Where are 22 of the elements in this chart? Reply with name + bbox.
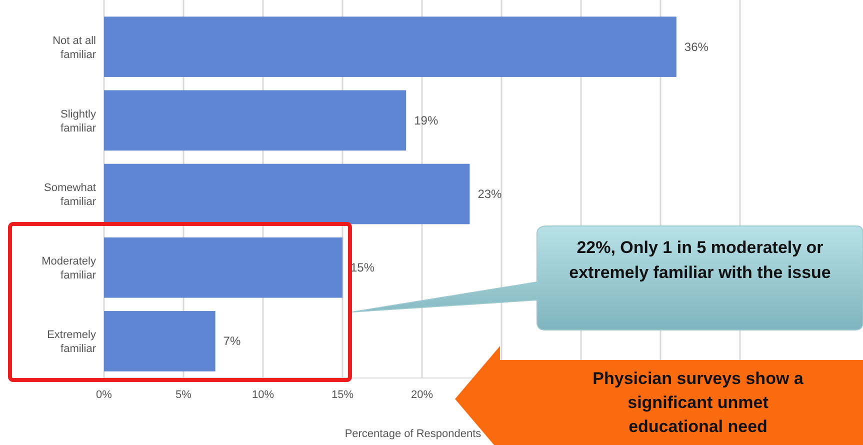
bar — [104, 311, 216, 372]
bar — [104, 90, 406, 151]
data-label: 23% — [478, 187, 502, 201]
data-label: 15% — [350, 260, 375, 275]
bar — [104, 237, 342, 298]
x-tick-label: 0% — [96, 388, 112, 401]
x-tick-label: 5% — [176, 388, 192, 401]
x-tick-label: 20% — [410, 388, 434, 401]
data-label: 36% — [684, 40, 709, 54]
annotation: Physician surveys show a significant unmet educational need — [592, 369, 804, 436]
data-label: 7% — [223, 334, 241, 348]
y-tick-label: Not at all familiar — [52, 34, 96, 61]
y-tick-label: Slightly familiar — [60, 108, 96, 134]
bar — [104, 16, 676, 77]
annotation: 22%, Only 1 in 5 moderately or extremely familiar with the issue — [569, 238, 831, 282]
x-axis-title: Percentage of Respondents — [344, 428, 482, 440]
y-tick-label: Moderately familiar — [42, 256, 96, 282]
x-tick-label: 10% — [252, 388, 274, 401]
y-tick-label: Somewhat familiar — [44, 182, 96, 208]
y-tick-label: Extremely familiar — [47, 329, 96, 356]
data-label: 19% — [414, 113, 438, 128]
x-tick-label: 15% — [331, 388, 354, 401]
